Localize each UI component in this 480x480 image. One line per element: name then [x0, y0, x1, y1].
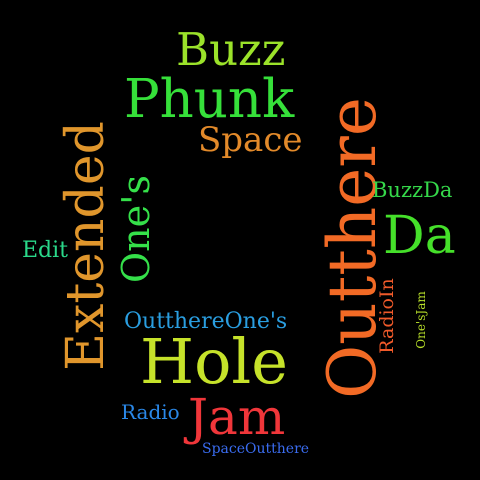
word-da: Da [383, 206, 456, 266]
word-onesjam: One'sJam [414, 291, 428, 349]
word-outthere: Outthere [314, 97, 391, 399]
word-radioin: RadioIn [376, 278, 398, 354]
word-spaceoutthere: SpaceOutthere [202, 441, 310, 457]
word-phunk: Phunk [124, 69, 295, 130]
word-extended: Extended [56, 121, 116, 371]
word-space: Space [198, 120, 303, 160]
word-buzz: Buzz [176, 23, 286, 76]
word-radio: Radio [121, 400, 180, 424]
word-jam: Jam [188, 388, 286, 446]
word-buzzda: BuzzDa [372, 178, 453, 202]
word-outthereones: OutthereOne's [124, 309, 288, 334]
word-hole: Hole [140, 325, 288, 398]
word-edit: Edit [22, 238, 69, 263]
word-ones: One's [114, 174, 158, 284]
